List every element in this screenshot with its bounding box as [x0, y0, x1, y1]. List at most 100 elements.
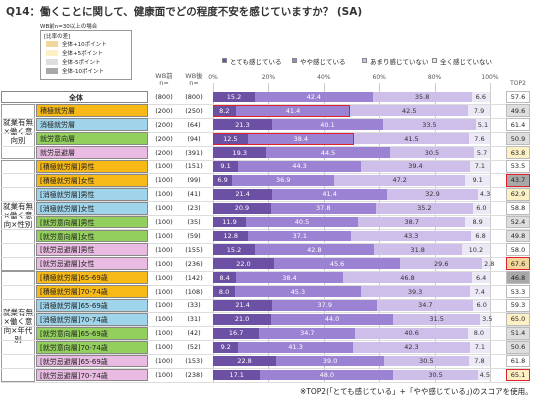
row-rule	[1, 326, 530, 327]
legend-title: [比率の差]	[44, 34, 71, 40]
n-before: (100)	[155, 343, 173, 352]
bar-segment	[360, 286, 470, 297]
bar-value-label: 8.2	[219, 106, 230, 115]
bar-segment	[259, 327, 356, 339]
bar-value-label: 8.9	[472, 218, 483, 227]
bar-value-label: 45.3	[290, 287, 306, 296]
chart-title: Q14：働くことに関して、健康面でどの程度不安を感じていますか？ (SA)	[6, 6, 363, 18]
n-after: (35)	[187, 218, 201, 227]
row-rule	[1, 270, 530, 272]
row-label: [就労忌避層]女性	[36, 257, 148, 271]
n-after: (250)	[185, 106, 203, 115]
row-label: [就労意向層]70-74歳	[36, 340, 148, 354]
bar-segment	[213, 147, 267, 158]
bar-value-label: 37.8	[316, 204, 331, 213]
bar-segment	[266, 147, 390, 158]
legend-label: 全体+10ポイント	[62, 42, 107, 48]
bar-value-label: 39.0	[322, 357, 338, 366]
bar-value-label: 47.2	[392, 176, 407, 185]
bar-segment	[235, 105, 351, 117]
legend-label: 全体-10ポイント	[62, 69, 104, 75]
bar-value-label: 44.5	[320, 148, 336, 157]
x-tick-label: 0%	[208, 74, 218, 81]
bar-segment	[276, 355, 385, 367]
bar-segment	[373, 244, 462, 256]
bar-value-label: 7.9	[473, 106, 485, 115]
bar-segment	[213, 174, 233, 186]
top2-value: 52.4	[506, 215, 530, 229]
legend-note: WB前n=30以上の場合	[40, 24, 98, 30]
bar-segment	[471, 91, 490, 103]
row-rule	[1, 242, 530, 244]
row-rule	[1, 131, 530, 133]
bar-value-label: 42.5	[402, 106, 417, 115]
bar-value-label: 38.4	[282, 273, 297, 282]
n-before: (100)	[155, 218, 173, 227]
top2-value: 53.3	[506, 285, 530, 298]
bar-segment	[213, 119, 272, 131]
column-header-n: n=	[159, 79, 169, 87]
bar-segment	[358, 216, 466, 228]
n-before: (100)	[155, 259, 173, 268]
bar-segment	[472, 272, 490, 284]
bar-segment	[213, 244, 256, 256]
legend-label: 全体-5ポイント	[62, 60, 101, 66]
column-header: WB後	[185, 72, 203, 80]
bar-value-label: 7.4	[474, 287, 485, 296]
bar-value-label: 11.9	[222, 218, 237, 227]
bar-value-label: 5.1	[477, 120, 489, 129]
bar-value-label: 22.0	[236, 259, 251, 268]
n-after: (99)	[187, 176, 201, 185]
bar-segment	[238, 341, 353, 353]
bar-value-label: 40.6	[404, 329, 419, 338]
grid-line	[490, 83, 491, 382]
top2-value: 61.8	[506, 354, 530, 368]
bar-segment	[482, 258, 490, 270]
bar-value-label: 6.8	[475, 231, 486, 240]
bar-value-label: 41.5	[404, 134, 419, 143]
bar-segment	[360, 161, 471, 172]
bar-segment	[467, 327, 490, 339]
n-before: (100)	[155, 357, 173, 366]
top2-header: TOP2	[510, 80, 526, 87]
bar-value-label: 31.8	[410, 245, 425, 254]
legend-label: とても感じている	[230, 58, 282, 66]
n-after: (800)	[185, 92, 203, 101]
bar-value-label: 34.7	[418, 301, 433, 310]
row-label: [消極就労層]70-74歳	[36, 312, 148, 326]
row-label: [就労忌避層]70-74歳	[36, 368, 148, 382]
bar-segment	[213, 133, 248, 145]
n-before: (100)	[155, 162, 173, 171]
legend-label: 全く感じていない	[440, 58, 492, 66]
bar-segment	[469, 286, 490, 297]
bar-value-label: 38.7	[404, 218, 419, 227]
bar-segment	[213, 355, 277, 367]
bar-value-label: 35.2	[417, 204, 432, 213]
bar-segment	[213, 286, 236, 297]
column-header-n: n=	[189, 79, 199, 87]
row-rule	[1, 215, 530, 216]
bar-value-label: 30.5	[428, 370, 443, 379]
legend-marker	[222, 58, 227, 63]
row-rule	[1, 201, 530, 202]
bar-value-label: 8.4	[219, 273, 230, 282]
row-label: [積極就労層]65-69歳	[36, 271, 148, 285]
bar-segment	[468, 105, 490, 117]
bar-segment	[353, 133, 469, 145]
x-tick-label: 20%	[261, 74, 276, 81]
bar-segment	[478, 188, 490, 200]
bar-segment	[255, 91, 373, 103]
bar-segment	[247, 133, 354, 145]
bar-segment	[389, 147, 475, 158]
bar-value-label: 12.8	[223, 231, 238, 240]
bar-segment	[213, 327, 260, 339]
row-rule	[1, 103, 530, 105]
n-after: (41)	[187, 190, 201, 199]
bar-value-label: 4.3	[479, 190, 491, 199]
bar-value-label: 21.4	[235, 301, 250, 310]
n-after: (94)	[187, 134, 201, 143]
top2-value: 51.4	[506, 326, 530, 340]
legend-box	[40, 30, 132, 80]
n-before: (100)	[155, 315, 173, 324]
bar-value-label: 7.1	[474, 162, 486, 171]
